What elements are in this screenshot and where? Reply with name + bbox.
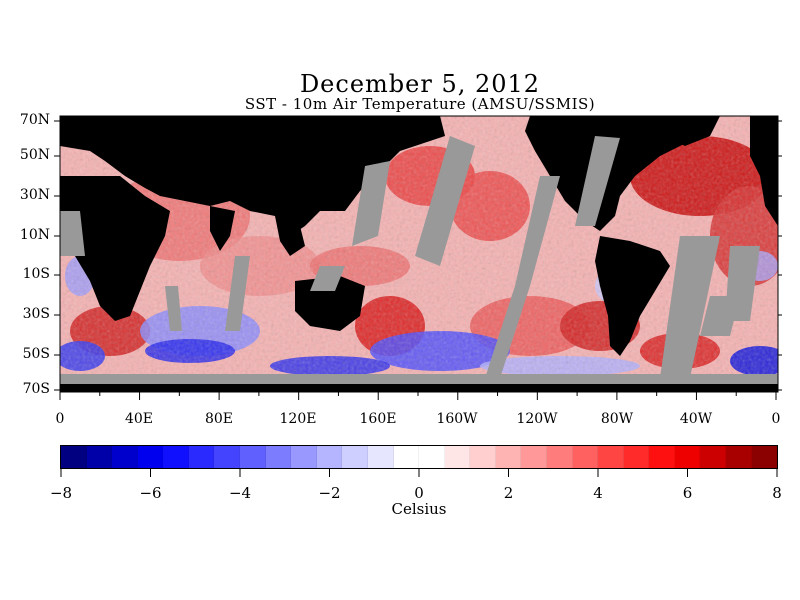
color-scale-unit: Celsius <box>391 500 447 518</box>
color-scale-tick-label: 8 <box>772 484 782 502</box>
color-scale-tick-label: −4 <box>228 484 252 502</box>
color-scale-cell <box>112 446 138 468</box>
color-scale-cell <box>291 446 317 468</box>
lat-label: 30S <box>22 306 50 322</box>
lon-label: 160W <box>436 411 478 427</box>
lat-label: 70S <box>22 381 50 397</box>
color-scale-cell <box>393 446 420 468</box>
color-scale-tick-label: 4 <box>593 484 603 502</box>
color-scale-tick-label: −2 <box>318 484 341 502</box>
color-scale-cell <box>700 446 727 468</box>
lon-label: 80W <box>600 411 634 427</box>
lon-label: 40E <box>124 411 154 427</box>
color-scale-cell <box>521 446 547 468</box>
color-scale-cell <box>751 446 778 468</box>
map-subtitle: SST - 10m Air Temperature (AMSU/SSMIS) <box>244 95 596 113</box>
color-scale-cell <box>598 446 624 468</box>
sst-map-canvas <box>60 116 778 392</box>
color-scale-cell <box>61 446 87 468</box>
lon-label: 40W <box>679 411 713 427</box>
color-scale-cell <box>470 446 496 468</box>
lat-label: 70N <box>19 112 50 128</box>
color-scale-tick-label: 0 <box>414 484 424 502</box>
color-scale-cell <box>316 446 343 468</box>
lon-label: 120W <box>516 411 558 427</box>
color-scale-cell <box>419 446 445 468</box>
lat-label: 10N <box>19 227 50 243</box>
color-scale-bar <box>60 445 778 469</box>
lon-label: 0 <box>55 411 65 427</box>
lon-label: 80E <box>204 411 234 427</box>
lat-label: 10S <box>22 266 50 282</box>
lat-label: 50N <box>19 147 50 163</box>
color-scale-cell <box>163 446 189 468</box>
color-scale-cell <box>367 446 394 468</box>
lat-label: 30N <box>19 187 50 203</box>
color-scale-cell <box>444 446 471 468</box>
color-scale-cell <box>495 446 522 468</box>
map-title: December 5, 2012 <box>299 70 541 98</box>
color-scale-cell <box>572 446 599 468</box>
color-scale-cell <box>240 446 266 468</box>
lon-label: 120E <box>279 411 317 427</box>
sst-map <box>60 116 778 392</box>
color-scale-cell <box>546 446 573 468</box>
color-scale-cell <box>342 446 368 468</box>
color-scale-tick-label: 2 <box>503 484 514 502</box>
color-scale-cell <box>649 446 675 468</box>
color-scale-cell <box>623 446 650 468</box>
color-scale-cell <box>214 446 241 468</box>
color-scale-cell <box>188 446 215 468</box>
color-scale-cell <box>137 446 164 468</box>
lat-label: 50S <box>22 346 50 362</box>
color-scale-cell <box>674 446 701 468</box>
lon-label: 160E <box>359 411 397 427</box>
color-scale-tick-label: −6 <box>139 484 162 502</box>
color-scale-cell <box>726 446 752 468</box>
lon-label: 0 <box>771 411 781 427</box>
color-scale-cell <box>265 446 292 468</box>
color-scale-tick-label: −8 <box>49 484 73 502</box>
color-scale-tick-label: 6 <box>682 484 693 502</box>
color-scale-cell <box>86 446 113 468</box>
